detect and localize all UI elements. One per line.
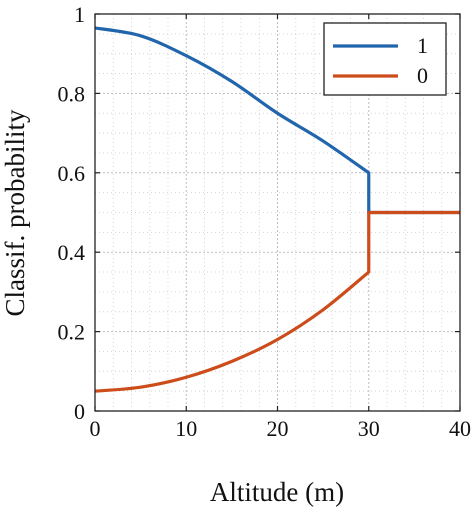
y-tick-label: 0 [74, 399, 85, 424]
y-tick-label: 0.8 [58, 81, 86, 106]
legend: 10 [323, 22, 447, 96]
legend-box [323, 22, 447, 96]
y-tick-label: 1 [74, 2, 85, 27]
y-tick-label: 0.6 [58, 161, 86, 186]
y-axis-label: Classif. probability [0, 109, 30, 316]
series-line-2 [94, 210, 460, 393]
x-tick-label: 40 [449, 416, 471, 441]
series-line-1 [94, 26, 460, 215]
y-tick-label: 0.4 [58, 240, 86, 265]
series-lines [94, 26, 460, 393]
x-tick-label: 10 [175, 416, 197, 441]
legend-label-1: 1 [417, 33, 428, 58]
y-tick-label: 0.2 [58, 320, 86, 345]
x-tick-label: 20 [267, 416, 289, 441]
x-tick-label: 30 [358, 416, 380, 441]
x-tick-label: 0 [90, 416, 101, 441]
x-axis-label: Altitude (m) [210, 477, 344, 507]
legend-label-2: 0 [417, 63, 428, 88]
